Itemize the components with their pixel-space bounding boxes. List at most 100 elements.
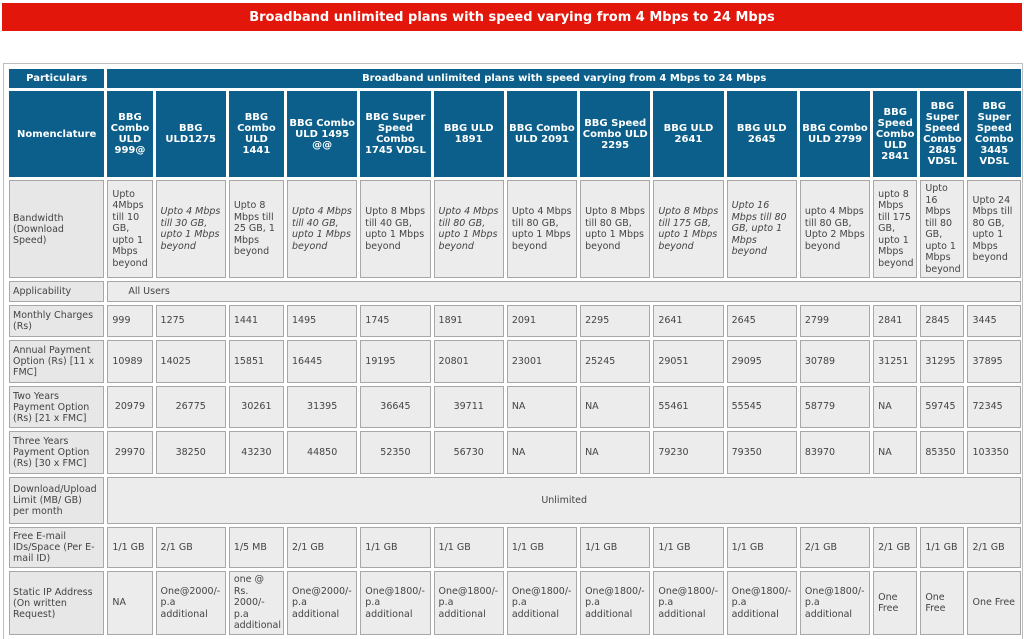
particulars-label: Particulars — [9, 69, 105, 88]
two-years-cell: 30261 — [228, 386, 285, 428]
annual-cell: 10989 — [107, 340, 153, 383]
monthly-cell: 999 — [107, 305, 153, 337]
plan-header: BBG Super Speed Combo 1745 VDSL — [360, 91, 431, 177]
email-cell: 1/1 GB — [360, 527, 431, 568]
static-ip-cell: One Free — [967, 571, 1021, 635]
static-ip-cell: One@1800/-p.a additional — [433, 571, 504, 635]
monthly-cell: 2641 — [653, 305, 724, 337]
email-cell: 1/1 GB — [726, 527, 797, 568]
annual-cell: 23001 — [506, 340, 578, 383]
bandwidth-cell: Upto 8 Mbps till 175 GB, upto 1 Mbps bey… — [653, 180, 724, 278]
two-years-cell: 20979 — [107, 386, 153, 428]
plans-table: Particulars Broadband unlimited plans wi… — [6, 66, 1024, 638]
nomenclature-row: Nomenclature BBG Combo ULD 999@ BBG ULD1… — [9, 91, 1021, 177]
monthly-cell: 1495 — [287, 305, 358, 337]
plan-header: BBG ULD 2641 — [653, 91, 724, 177]
email-cell: 1/5 MB — [228, 527, 285, 568]
bandwidth-cell: Upto 16 Mbps till 80 GB, upto 1 Mbps bey… — [726, 180, 797, 278]
static-ip-cell: One@1800/-p.a additional — [726, 571, 797, 635]
annual-cell: 29051 — [653, 340, 724, 383]
two-years-cell: NA — [580, 386, 651, 428]
monthly-cell: 2799 — [799, 305, 871, 337]
monthly-cell: 2295 — [580, 305, 651, 337]
two-years-cell: 36645 — [360, 386, 431, 428]
static-ip-cell: One@1800/-p.a additional — [580, 571, 651, 635]
monthly-cell: 2091 — [506, 305, 578, 337]
annual-label: Annual Payment Option (Rs) [11 x FMC] — [9, 340, 105, 383]
email-label: Free E-mail IDs/Space (Per E-mail ID) — [9, 527, 105, 568]
plan-header: BBG Super Speed Combo 2845 VDSL — [920, 91, 965, 177]
three-years-cell: 79230 — [653, 431, 724, 474]
annual-cell: 31251 — [873, 340, 918, 383]
three-years-cell: 79350 — [726, 431, 797, 474]
plan-header: BBG ULD 1891 — [433, 91, 504, 177]
annual-cell: 30789 — [799, 340, 871, 383]
static-ip-cell: One Free — [920, 571, 965, 635]
bandwidth-cell: upto 8 Mbps till 175 GB, upto 1 Mbps bey… — [873, 180, 918, 278]
static-ip-cell: One Free — [873, 571, 918, 635]
bandwidth-cell: Upto 8 Mbps till 25 GB, 1 Mbps beyond — [228, 180, 285, 278]
monthly-cell: 2841 — [873, 305, 918, 337]
annual-row: Annual Payment Option (Rs) [11 x FMC] 10… — [9, 340, 1021, 383]
static-ip-cell: One@1800/-p.a additional — [799, 571, 871, 635]
particulars-row: Particulars Broadband unlimited plans wi… — [9, 69, 1021, 88]
email-cell: 1/1 GB — [653, 527, 724, 568]
table-frame — [3, 63, 1023, 639]
two-years-row: Two Years Payment Option (Rs) [21 x FMC]… — [9, 386, 1021, 428]
bandwidth-cell: Upto 4Mbps till 10 GB, upto 1 Mbps beyon… — [107, 180, 153, 278]
three-years-cell: 85350 — [920, 431, 965, 474]
banner-title: Broadband unlimited plans with speed var… — [249, 9, 775, 25]
static-ip-cell: One@1800/-p.a additional — [360, 571, 431, 635]
two-years-cell: 55461 — [653, 386, 724, 428]
three-years-cell: 83970 — [799, 431, 871, 474]
annual-cell: 16445 — [287, 340, 358, 383]
plan-header: BBG Combo ULD 2091 — [506, 91, 578, 177]
plan-header: BBG ULD 2645 — [726, 91, 797, 177]
monthly-cell: 1441 — [228, 305, 285, 337]
email-row: Free E-mail IDs/Space (Per E-mail ID) 1/… — [9, 527, 1021, 568]
bandwidth-row: Bandwidth (Download Speed) Upto 4Mbps ti… — [9, 180, 1021, 278]
nomenclature-label: Nomenclature — [9, 91, 105, 177]
three-years-cell: 52350 — [360, 431, 431, 474]
plan-header: BBG Super Speed Combo 3445 VDSL — [967, 91, 1021, 177]
monthly-label: Monthly Charges (Rs) — [9, 305, 105, 337]
two-years-cell: 72345 — [967, 386, 1021, 428]
limit-label: Download/Upload Limit (MB/ GB) per month — [9, 477, 105, 524]
bandwidth-cell: Upto 8 Mbps till 80 GB, upto 1 Mbps beyo… — [580, 180, 651, 278]
three-years-row: Three Years Payment Option (Rs) [30 x FM… — [9, 431, 1021, 474]
three-years-cell: 29970 — [107, 431, 153, 474]
three-years-cell: 56730 — [433, 431, 504, 474]
email-cell: 1/1 GB — [580, 527, 651, 568]
bandwidth-cell: Upto 24 Mbps till 80 GB, upto 1 Mbps bey… — [967, 180, 1021, 278]
bandwidth-cell: Upto 4 Mbps till 80 GB, upto 1 Mbps beyo… — [506, 180, 578, 278]
limit-row: Download/Upload Limit (MB/ GB) per month… — [9, 477, 1021, 524]
plan-header: BBG Speed Combo ULD 2295 — [580, 91, 651, 177]
plan-header: BBG Combo ULD 999@ — [107, 91, 153, 177]
three-years-cell: NA — [873, 431, 918, 474]
email-cell: 2/1 GB — [873, 527, 918, 568]
annual-cell: 29095 — [726, 340, 797, 383]
two-years-cell: 55545 — [726, 386, 797, 428]
static-ip-label: Static IP Address (On written Request) — [9, 571, 105, 635]
email-cell: 1/1 GB — [107, 527, 153, 568]
static-ip-cell: One@2000/-p.a additional — [287, 571, 358, 635]
plan-header: BBG ULD1275 — [155, 91, 226, 177]
applicability-value: All Users — [107, 281, 1021, 302]
monthly-cell: 2645 — [726, 305, 797, 337]
static-ip-cell: One@2000/-p.a additional — [155, 571, 226, 635]
plan-header: BBG Speed Combo ULD 2841 — [873, 91, 918, 177]
bandwidth-cell: Upto 4 Mbps till 30 GB, upto 1 Mbps beyo… — [155, 180, 226, 278]
three-years-label: Three Years Payment Option (Rs) [30 x FM… — [9, 431, 105, 474]
bandwidth-cell: upto 4 Mbps till 80 GB, Upto 2 Mbps beyo… — [799, 180, 871, 278]
three-years-cell: 38250 — [155, 431, 226, 474]
static-ip-cell: one @ Rs. 2000/-p.a additional — [228, 571, 285, 635]
applicability-row: Applicability All Users — [9, 281, 1021, 302]
applicability-label: Applicability — [9, 281, 105, 302]
email-cell: 2/1 GB — [799, 527, 871, 568]
two-years-cell: 59745 — [920, 386, 965, 428]
bandwidth-cell: Upto 4 Mbps till 40 GB, upto 1 Mbps beyo… — [287, 180, 358, 278]
bandwidth-cell: Upto 4 Mbps till 80 GB, upto 1 Mbps beyo… — [433, 180, 504, 278]
annual-cell: 20801 — [433, 340, 504, 383]
email-cell: 1/1 GB — [920, 527, 965, 568]
static-ip-row: Static IP Address (On written Request) N… — [9, 571, 1021, 635]
